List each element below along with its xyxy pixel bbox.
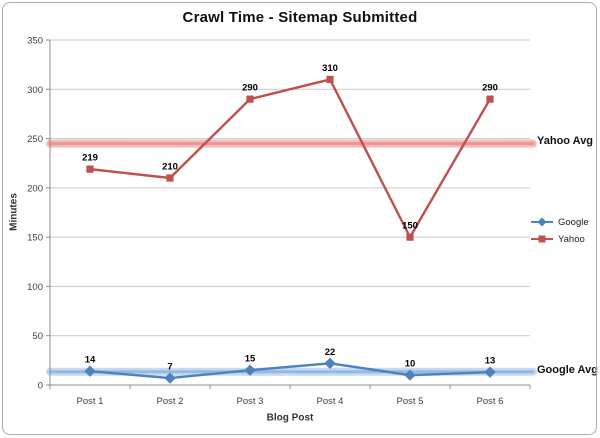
yahoo-data-label: 310 (322, 63, 338, 74)
y-tick-label: 0 (38, 381, 43, 392)
yahoo-marker (406, 233, 414, 241)
y-axis-title: Minutes (8, 193, 20, 231)
google-marker (324, 357, 336, 369)
legend-label-google: Google (558, 216, 589, 228)
yahoo-marker (326, 75, 334, 84)
google-data-label: 7 (167, 362, 172, 373)
google-data-label: 10 (405, 359, 416, 370)
yahoo-marker (166, 174, 174, 182)
x-category-label: Post 6 (477, 396, 504, 407)
x-category-label: Post 5 (397, 396, 424, 407)
legend-label-yahoo: Yahoo (558, 233, 585, 245)
yahoo-marker (486, 95, 494, 103)
yahoo-legend-marker-icon (531, 235, 553, 243)
y-tick-label: 50 (32, 331, 43, 342)
x-category-label: Post 4 (317, 396, 344, 407)
y-tick-label: 350 (27, 36, 43, 47)
google-data-label: 14 (85, 355, 96, 366)
yahoo-marker (246, 95, 254, 103)
x-axis-title: Blog Post (266, 412, 314, 424)
google-data-label: 13 (485, 356, 496, 367)
y-tick-label: 250 (27, 134, 43, 145)
legend: Google Yahoo (530, 215, 589, 246)
yahoo-avg-label: Yahoo Avg (537, 135, 594, 147)
google-legend-marker-icon (531, 217, 553, 227)
y-tick-label: 300 (27, 85, 43, 96)
yahoo-data-label: 219 (82, 153, 98, 164)
y-tick-label: 150 (27, 233, 43, 244)
x-category-label: Post 2 (157, 396, 184, 407)
yahoo-series-line (89, 78, 492, 239)
x-category-label: Post 1 (77, 396, 104, 407)
legend-item-google: Google (530, 215, 589, 229)
yahoo-data-label: 290 (242, 83, 258, 94)
x-category-label: Post 3 (237, 396, 264, 407)
yahoo-data-label: 150 (402, 221, 418, 232)
yahoo-marker (86, 165, 94, 173)
yahoo-data-label: 290 (482, 83, 498, 94)
google-series-line (89, 362, 491, 380)
google-avg-label: Google Avg (537, 364, 598, 376)
google-data-label: 22 (325, 347, 336, 358)
legend-item-yahoo: Yahoo (530, 232, 589, 246)
y-tick-label: 200 (27, 183, 43, 194)
google-data-label: 15 (245, 354, 256, 365)
chart-title: Crawl Time - Sitemap Submitted (182, 9, 418, 26)
yahoo-data-label: 210 (162, 162, 178, 173)
y-tick-label: 100 (27, 282, 43, 293)
